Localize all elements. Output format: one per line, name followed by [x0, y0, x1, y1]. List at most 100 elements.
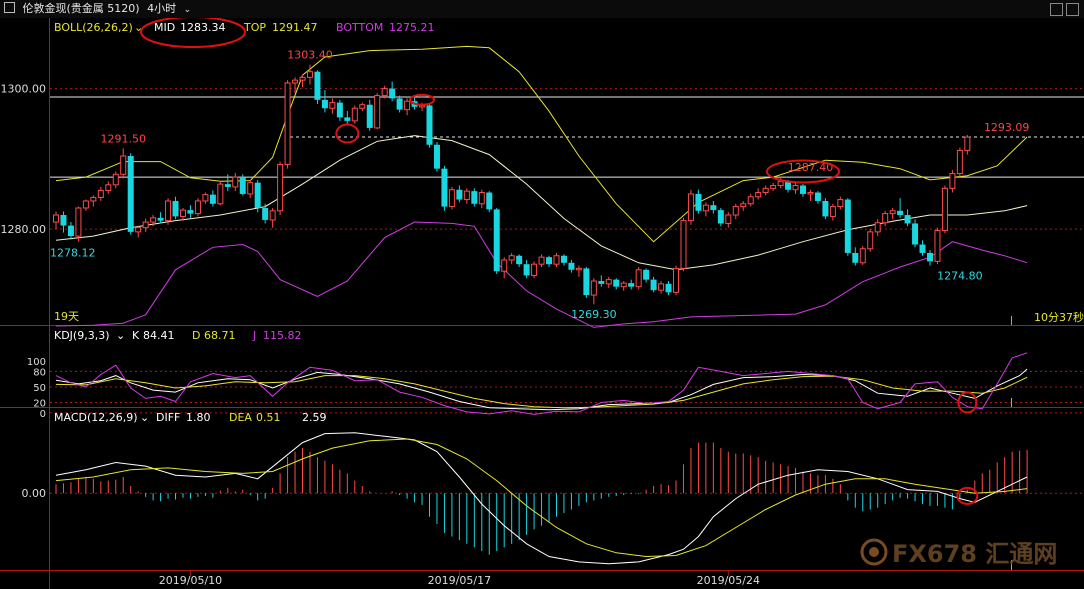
x-tick-label: 2019/05/17	[428, 574, 491, 587]
candle-body-up	[956, 149, 963, 175]
candle-body-down	[441, 168, 448, 207]
chevron-down-icon[interactable]: ⌄	[140, 411, 149, 424]
candle-body-down	[904, 215, 911, 224]
candle-body-down	[822, 200, 829, 217]
watermark: FX678 汇通网	[860, 538, 1057, 568]
candle-body-up	[82, 200, 89, 209]
candle-body-up	[620, 282, 627, 288]
candle-body-down	[665, 283, 672, 293]
candle-body-down	[254, 182, 261, 208]
x-tick-label: 2019/05/10	[159, 574, 222, 587]
candle-body-up	[508, 255, 515, 261]
candlestick-series	[53, 64, 971, 305]
kdj-indicator-name[interactable]: KDJ(9,3,3)	[54, 329, 110, 342]
boll-bottom-value: 1275.21	[389, 21, 435, 34]
boll-indicator-name[interactable]: BOLL(26,26,2)	[54, 21, 133, 34]
macd-dea-line	[55, 438, 1028, 558]
annotation-circle	[409, 93, 436, 106]
price-label: 1274.80	[937, 270, 983, 283]
price-label: 1291.50	[100, 132, 146, 145]
candle-body-up	[882, 213, 889, 224]
annotation-circle	[957, 391, 978, 414]
candle-body-up	[538, 256, 545, 265]
candle-body-down	[60, 215, 67, 226]
candle-body-down	[717, 210, 724, 224]
close-icon[interactable]	[1066, 3, 1079, 16]
candle-body-up	[269, 210, 276, 221]
chevron-down-icon[interactable]: ⌄	[134, 21, 143, 34]
candle-body-down	[366, 104, 373, 128]
chevron-down-icon[interactable]: ⌄	[116, 329, 125, 342]
annotation-circle-mid-legend	[140, 18, 246, 48]
candle-body-down	[456, 189, 463, 200]
kdj-j-label: J	[252, 329, 256, 342]
chart-area[interactable]: 1303.40 1291.50 1278.12 1269.30 1287.40 1274.…	[0, 18, 1084, 589]
candle-body-up	[105, 184, 112, 191]
app-icon	[4, 2, 15, 13]
candle-body-down	[321, 99, 328, 109]
kdj-d-line	[55, 375, 1028, 409]
candle-body-up	[867, 231, 874, 250]
kdj-tick-label: 0	[40, 409, 46, 420]
kdj-j-line	[55, 352, 1028, 415]
macd-legend[interactable]: MACD(12,26,9) ⌄ DIFF 1.80 DEA 0.51 2.59	[54, 411, 327, 424]
candle-body-down	[598, 281, 605, 284]
candle-body-down	[493, 209, 500, 272]
candle-body-up	[934, 229, 941, 262]
candle-body-up	[351, 107, 358, 122]
candle-body-up	[673, 267, 680, 293]
candle-body-up	[404, 100, 411, 111]
annotation-circles	[140, 18, 979, 505]
candle-body-down	[613, 279, 620, 287]
boll-mid-value: 1283.34	[180, 21, 226, 34]
candle-body-up	[941, 187, 948, 231]
candle-body-down	[523, 264, 530, 276]
window-titlebar: 伦敦金现(贵金属 5120) 4小时 ⌄	[0, 0, 1084, 18]
macd-indicator-name[interactable]: MACD(12,26,9)	[54, 411, 138, 424]
candle-body-up	[590, 280, 597, 296]
price-label: 1287.40	[788, 161, 834, 174]
kdj-tick-label: 50	[33, 383, 46, 394]
kdj-d-label: D	[192, 329, 200, 342]
candle-body-down	[919, 244, 926, 253]
candle-body-down	[643, 269, 650, 280]
price-annotations: 1303.40 1291.50 1278.12 1269.30 1287.40 1274.…	[50, 49, 1029, 322]
price-label: 1269.30	[571, 308, 617, 321]
candle-body-down	[426, 105, 433, 145]
price-label: 1278.12	[50, 246, 96, 259]
macd-value: 2.59	[302, 411, 327, 424]
candle-body-up	[807, 192, 814, 195]
candle-body-up	[732, 206, 739, 216]
candle-body-down	[628, 283, 635, 287]
period-selector[interactable]: 4小时 ⌄	[147, 2, 195, 15]
candle-body-down	[912, 223, 919, 245]
price-tick-label: 1300.00	[1, 83, 47, 96]
candle-body-up	[306, 71, 313, 78]
candle-body-up	[770, 185, 777, 189]
candle-body-down	[127, 156, 134, 232]
candle-body-up	[112, 173, 119, 186]
kdj-legend[interactable]: KDJ(9,3,3) ⌄ K 84.41 D 68.71 J 115.82	[54, 329, 302, 342]
restore-icon[interactable]	[1050, 3, 1063, 16]
candle-body-up	[292, 79, 299, 84]
candle-body-up	[194, 200, 201, 215]
candle-body-down	[650, 279, 657, 291]
candle-body-down	[568, 262, 575, 270]
boll-legend[interactable]: BOLL(26,26,2) ⌄ MID 1283.34 TOP 1291.47 …	[54, 21, 435, 34]
candle-body-up	[605, 279, 612, 285]
candle-body-up	[725, 214, 732, 224]
candle-body-down	[209, 194, 216, 204]
candle-body-up	[179, 209, 186, 217]
candle-body-up	[232, 176, 239, 188]
candle-body-down	[344, 117, 351, 121]
candle-body-up	[90, 196, 97, 202]
candle-body-up	[501, 259, 508, 272]
candle-body-down	[471, 191, 478, 204]
candle-body-up	[284, 82, 291, 165]
x-tick-label: 2019/05/24	[697, 574, 760, 587]
footer-days-label: 19天	[54, 310, 79, 323]
candle-body-up	[142, 221, 149, 229]
candle-body-down	[314, 71, 321, 100]
candle-body-up	[964, 136, 971, 151]
